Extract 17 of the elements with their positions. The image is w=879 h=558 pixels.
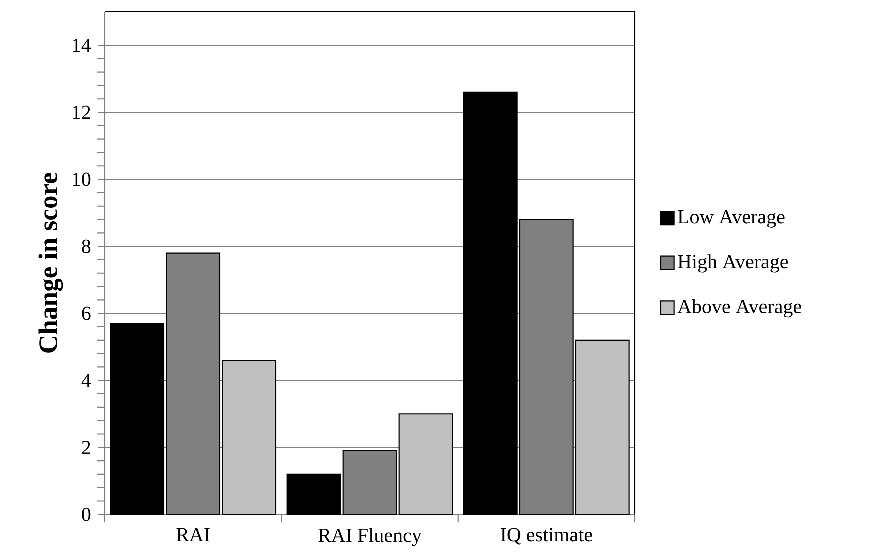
legend-label: Above Average (678, 299, 802, 318)
x-tick-label: RAI Fluency (318, 528, 422, 546)
y-tick-label: 14 (73, 38, 92, 52)
y-tick-label: 12 (73, 106, 90, 120)
y-tick-label: 10 (73, 172, 91, 186)
y-tick-label: 4 (82, 374, 92, 388)
y-axis-title: Change in score (38, 173, 64, 353)
y-tick-label: 2 (82, 441, 90, 454)
bar (398, 414, 454, 516)
legend-label: High Average (678, 254, 788, 273)
y-tick-label: 0 (82, 508, 91, 522)
bar (286, 474, 342, 516)
legend-label: Low Average (678, 210, 785, 228)
y-tick-label: 6 (82, 306, 91, 320)
y-tick-label: 8 (82, 240, 91, 254)
x-tick-label: RAI (176, 528, 210, 542)
x-tick-label: IQ estimate (501, 528, 592, 545)
